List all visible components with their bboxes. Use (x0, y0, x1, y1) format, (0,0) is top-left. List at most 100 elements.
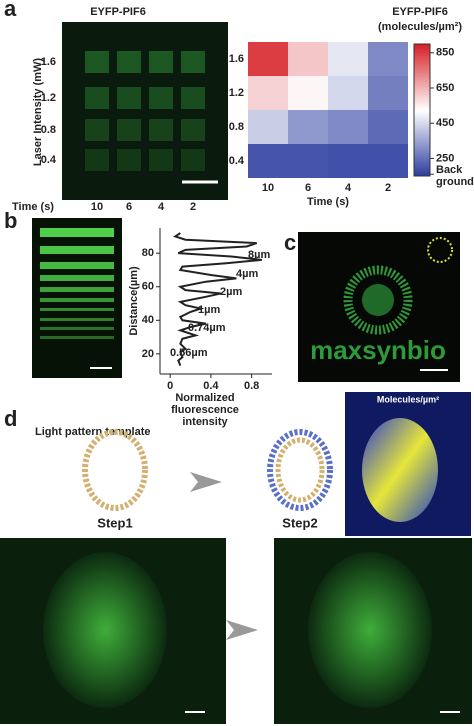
illuminated-square (181, 51, 205, 73)
logo-text: maxsynbio (310, 335, 446, 365)
x-tick-label: 0 (167, 380, 173, 392)
x-axis-label: Normalized fluorescence intensity (171, 392, 239, 428)
illuminated-square (149, 149, 173, 171)
colorbar-step (414, 85, 430, 89)
colorbar-step (414, 88, 430, 91)
colorbar-step (414, 143, 430, 146)
x-tick-label: 4 (345, 182, 352, 194)
colorbar-step (414, 96, 430, 100)
y-tick-label: 0.4 (41, 154, 57, 166)
result-face (308, 552, 432, 708)
colorbar-step (414, 57, 430, 60)
heatmap-cell (368, 144, 408, 178)
colorbar-step (414, 103, 430, 107)
illuminated-square (85, 87, 109, 109)
heatmap-cell (368, 42, 408, 76)
illuminated-square (85, 119, 109, 141)
panel-letter: d (4, 406, 17, 431)
colorbar-step (414, 46, 430, 49)
y-tick-label: 80 (142, 247, 154, 259)
y-tick-label: 1.2 (229, 87, 244, 99)
colorbar-step (414, 110, 430, 113)
colorbar-step (414, 59, 430, 63)
y-tick-label: 1.2 (41, 92, 56, 104)
colorbar-step (414, 74, 430, 78)
colorbar-step (414, 154, 430, 157)
illuminated-square (181, 119, 205, 141)
x-tick-label: 0.4 (203, 380, 219, 392)
colorbar-step (414, 79, 430, 82)
illuminated-square (117, 149, 141, 171)
colorbar-step (414, 114, 430, 118)
illuminated-square (117, 87, 141, 109)
annotation: 0.74µm (188, 322, 226, 334)
colorbar-step (414, 63, 430, 67)
x-tick-label: 2 (190, 201, 196, 213)
colorbar-step (414, 81, 430, 85)
inner-pattern (362, 284, 394, 316)
colorbar-step (414, 90, 430, 93)
colorbar-step (414, 66, 430, 69)
gel-band (40, 275, 114, 281)
heatmap-cell (248, 42, 288, 76)
colorbar-step (414, 151, 430, 155)
colorbar-step (414, 70, 430, 74)
ring-pattern (343, 265, 413, 335)
colorbar-step (414, 72, 430, 76)
x-tick-label: 6 (126, 201, 132, 213)
colorbar-step (414, 158, 430, 162)
annotation: 1µm (198, 304, 220, 316)
colorbar-step (414, 147, 430, 151)
heatmap-cell (368, 110, 408, 144)
colorbar-tick-label: 650 (436, 82, 454, 94)
annotation: 4µm (236, 268, 258, 280)
heatmap-cell (248, 144, 288, 178)
colorbar-step (414, 44, 430, 47)
template-face (82, 429, 148, 511)
colorbar-step (414, 127, 430, 131)
annotation: 0.56µm (170, 347, 208, 359)
illuminated-square (85, 51, 109, 73)
colorbar-step (414, 94, 430, 98)
heatmap-cell (368, 76, 408, 110)
illuminated-square (117, 51, 141, 73)
arrow (190, 472, 222, 492)
x-tick-label: 2 (385, 182, 391, 194)
x-axis-label: Time (s) (12, 201, 54, 213)
density-face (362, 418, 438, 522)
y-axis-label: Distance(µm) (128, 266, 140, 336)
colorbar-label: Molecules/µm² (377, 394, 439, 404)
y-tick-label: 1.6 (41, 56, 56, 68)
colorbar-step (414, 149, 430, 153)
step2-face (267, 429, 333, 511)
colorbar-step (414, 92, 430, 96)
heatmap-cell (288, 76, 328, 110)
y-tick-label: 0.4 (229, 155, 245, 167)
colorbar-step (414, 134, 430, 137)
colorbar-step (414, 167, 430, 170)
colorbar-step (414, 169, 430, 173)
gel-band (40, 287, 114, 292)
colorbar-step (414, 125, 430, 129)
colorbar-step (414, 165, 430, 168)
step2-face-inner (275, 437, 325, 503)
colorbar-step (414, 77, 430, 80)
colorbar-step (414, 160, 430, 164)
colorbar-step (414, 145, 430, 148)
profile-line (172, 232, 262, 366)
colorbar-step (414, 162, 430, 166)
x-tick-label: 4 (158, 201, 165, 213)
panel-letter: b (4, 208, 17, 233)
heatmap-subtitle: (molecules/µm²) (378, 21, 462, 33)
panel-letter: a (4, 0, 17, 21)
annotation: 8µm (248, 249, 270, 261)
illuminated-square (117, 119, 141, 141)
colorbar-step (414, 156, 430, 159)
gel-band (40, 336, 114, 339)
illuminated-square (149, 119, 173, 141)
colorbar-tick-label: Back ground (436, 164, 474, 189)
illuminated-square (149, 51, 173, 73)
template-label: Light pattern template (35, 426, 151, 438)
microscopy-image (62, 22, 228, 200)
